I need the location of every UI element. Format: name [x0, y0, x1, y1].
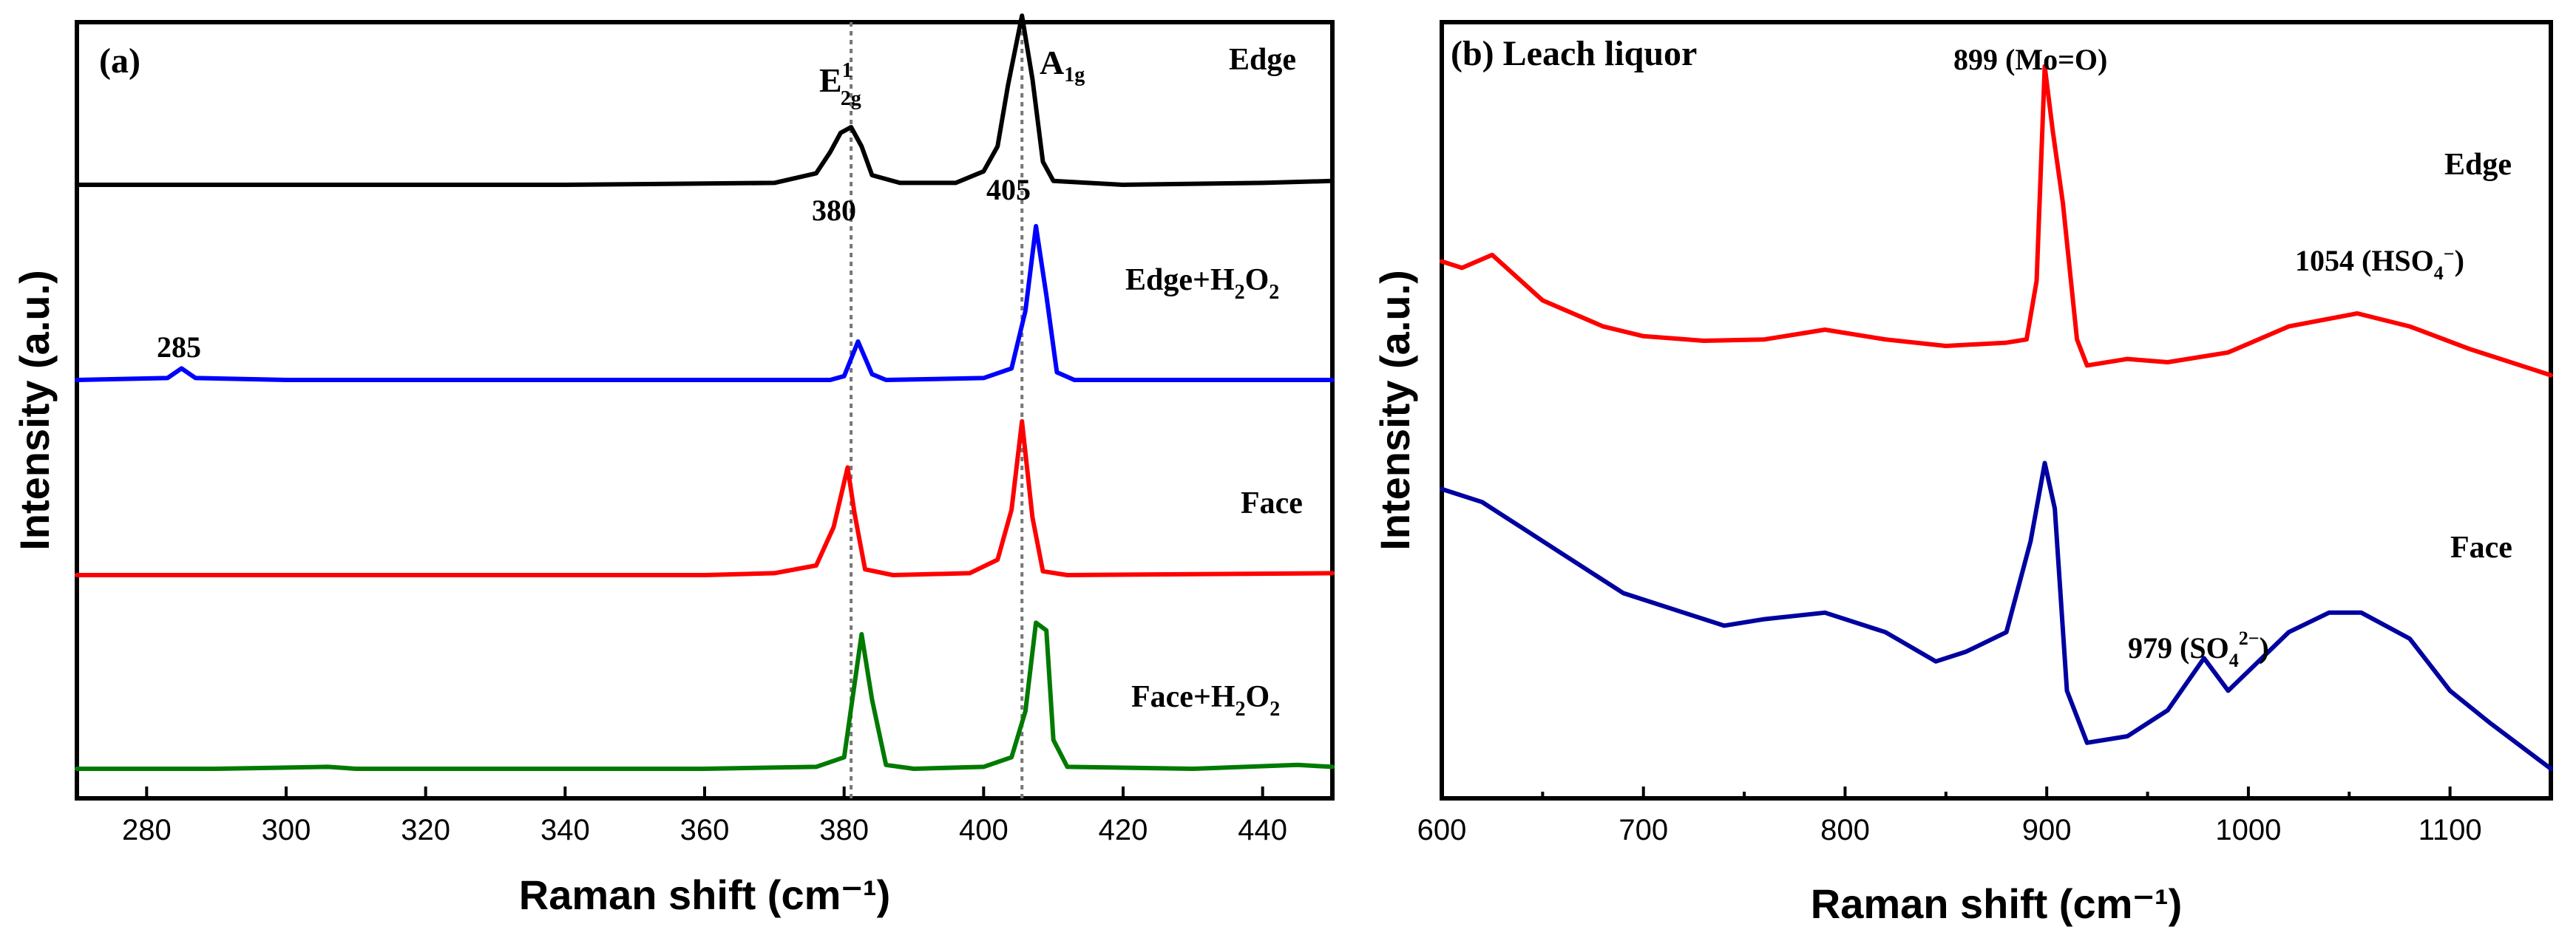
annotation-979: 979 (SO42−) [2128, 628, 2269, 671]
series-line-b-edge [1440, 64, 2553, 378]
x-tick-label-340: 340 [540, 814, 590, 846]
series-label-b-edge: Edge [2444, 148, 2512, 182]
b-x-tick-label-700: 700 [1619, 814, 1668, 846]
series-line-face [75, 419, 1335, 577]
b-x-tick-label-600: 600 [1417, 814, 1467, 846]
annotation-a1g: A1g [1040, 44, 1085, 86]
x-tick-label-300: 300 [262, 814, 311, 846]
series-line-face-h2o2 [75, 620, 1335, 771]
annotation-380: 380 [812, 194, 856, 227]
series-label-face: Face [1241, 486, 1303, 520]
panel-b-frame [1440, 20, 2553, 801]
x-tick-label-320: 320 [401, 814, 450, 846]
annotation-899: 899 (Mo=O) [1953, 43, 2107, 76]
panel-a-label: (a) [99, 41, 140, 81]
x-tick-label-380: 380 [819, 814, 869, 846]
panel-b-y-axis-title: Intensity (a.u.) [1372, 270, 1418, 551]
panel-b: 600 700 800 900 1000 1100 (b) Leach liquor Ed… [1372, 20, 2553, 927]
annotation-1054: 1054 (HSO4−) [2295, 243, 2464, 284]
x-tick-label-360: 360 [680, 814, 730, 846]
panel-b-label: (b) Leach liquor [1451, 34, 1697, 73]
series-line-b-face [1440, 461, 2553, 771]
x-tick-label-420: 420 [1099, 814, 1148, 846]
series-label-b-face: Face [2450, 531, 2512, 565]
b-x-tick-label-1100: 1100 [2419, 814, 2482, 846]
b-x-tick-label-900: 900 [2022, 814, 2072, 846]
b-x-tick-label-1000: 1000 [2215, 814, 2281, 846]
series-line-edge [75, 13, 1335, 187]
panel-a: 280 300 320 340 360 380 400 420 440 (a) Edge Edg… [11, 13, 1335, 918]
annotation-285: 285 [157, 330, 201, 364]
x-tick-label-280: 280 [122, 814, 172, 846]
series-label-face-h2o2: Face+H2O2 [1131, 680, 1280, 721]
panel-a-curves [75, 13, 1335, 771]
panel-a-reference-lines [850, 22, 1024, 798]
x-tick-label-400: 400 [959, 814, 1009, 846]
series-label-edge: Edge [1229, 43, 1296, 77]
annotation-405: 405 [986, 173, 1031, 206]
x-tick-label-440: 440 [1238, 814, 1287, 846]
panel-a-x-axis-title: Raman shift (cm⁻¹) [519, 872, 891, 918]
series-label-edge-h2o2: Edge+H2O2 [1125, 263, 1279, 304]
panel-b-x-axis-title: Raman shift (cm⁻¹) [1811, 880, 2183, 927]
b-x-tick-label-800: 800 [1820, 814, 1870, 846]
panel-b-curves [1440, 64, 2553, 771]
series-line-edge-h2o2 [75, 224, 1335, 382]
panel-a-y-axis-title: Intensity (a.u.) [11, 270, 58, 551]
panel-b-x-ticks: 600 700 800 900 1000 1100 [1417, 787, 2482, 846]
panel-a-x-ticks: 280 300 320 340 360 380 400 420 440 [122, 787, 1287, 846]
annotation-e2g: E1 2g [819, 59, 861, 110]
